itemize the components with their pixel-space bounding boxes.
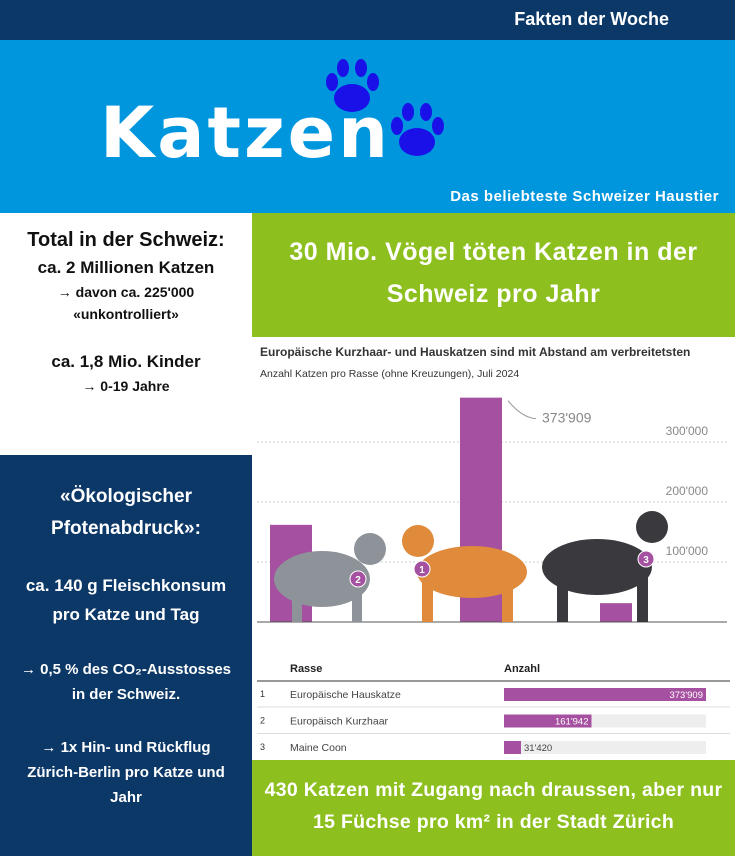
annotation-arrow <box>507 400 537 420</box>
headline: 30 Mio. Vögel töten Katzen in der Schwei… <box>252 213 735 337</box>
facts-line: «unkontrolliert» <box>73 306 179 322</box>
eco-item: → 1x Hin- und Rückflug Zürich-Berlin pro… <box>27 739 225 806</box>
cat-badge <box>349 570 367 588</box>
y-tick-label: 200'000 <box>666 484 709 498</box>
footer: 430 Katzen mit Zugang nach draussen, abe… <box>252 760 735 856</box>
cats <box>274 511 668 622</box>
cat-badge-label: 3 <box>643 555 649 566</box>
chart: Europäische Kurzhaar- und Hauskatzen sin… <box>252 337 735 760</box>
badges: 1 2 3 <box>349 550 655 588</box>
column-header: Rasse <box>290 663 322 675</box>
cat <box>557 582 568 622</box>
cat <box>422 582 433 622</box>
paw <box>391 103 444 156</box>
cat <box>417 546 527 598</box>
cat-badge-label: 1 <box>419 565 425 576</box>
breed: Maine Coon <box>290 742 347 754</box>
cat <box>637 577 648 622</box>
cat-badge <box>413 560 431 578</box>
chart-title: Europäische Kurzhaar- und Hauskatzen sin… <box>260 345 690 359</box>
paws <box>326 59 444 156</box>
facts-line: → davon ca. 225'000 <box>57 284 195 300</box>
facts-line: ca. 2 Millionen Katzen <box>37 258 215 277</box>
table-bar <box>504 714 592 728</box>
facts-panel: Total in der Schweiz: ca. 2 Millionen Ka… <box>0 213 252 455</box>
value-label: 161'942 <box>555 717 589 728</box>
paw <box>326 59 379 112</box>
cat <box>352 592 362 622</box>
tag: Fakten der Woche <box>514 9 669 29</box>
value-label: 31'420 <box>524 743 552 754</box>
eco-item: → 0,5 % des CO₂-Ausstosses in der Schwei… <box>20 661 232 703</box>
breed: Europäisch Kurzhaar <box>290 716 389 728</box>
bar-track <box>504 741 706 754</box>
eco-panel: «Ökologischer Pfotenabdruck»: ca. 140 g … <box>0 455 252 856</box>
cat-badge <box>637 550 655 568</box>
top-bar: Fakten der Woche <box>0 0 735 40</box>
facts-line: ca. 1,8 Mio. Kinder <box>51 352 201 371</box>
cat <box>636 511 668 543</box>
facts-heading: Total in der Schweiz: <box>27 229 225 251</box>
cat-badge-label: 2 <box>355 575 361 586</box>
bar <box>600 603 632 622</box>
rank: 2 <box>260 716 265 726</box>
table-bar <box>504 688 706 701</box>
y-tick-label: 300'000 <box>666 424 709 438</box>
cat <box>502 582 513 622</box>
annotation: 373'909 <box>542 410 592 426</box>
eco-item: ca. 140 g Fleischkonsum pro Katze und Ta… <box>25 576 227 624</box>
table-bar <box>504 741 521 754</box>
banner: Katzen Das beliebteste Schweizer Haustie… <box>0 40 735 213</box>
column-header: Anzahl <box>504 663 540 675</box>
facts-line: → 0-19 Jahre <box>82 378 170 394</box>
value-label: 373'909 <box>669 690 703 701</box>
rank: 1 <box>260 689 265 699</box>
table: Rasse Anzahl 1 Europäische Hauskatze 373'909… <box>257 663 730 754</box>
rank: 3 <box>260 742 265 752</box>
cat <box>542 539 652 595</box>
cat <box>292 592 302 622</box>
cat <box>402 525 434 557</box>
y-tick-label: 100'000 <box>666 544 709 558</box>
chart-subtitle: Anzahl Katzen pro Rasse (ohne Kreuzungen… <box>260 368 519 380</box>
breed: Europäische Hauskatze <box>290 689 401 701</box>
cat <box>354 533 386 565</box>
eco-heading: «Ökologischer Pfotenabdruck»: <box>51 486 201 539</box>
subtitle: Das beliebteste Schweizer Haustier <box>450 188 719 205</box>
